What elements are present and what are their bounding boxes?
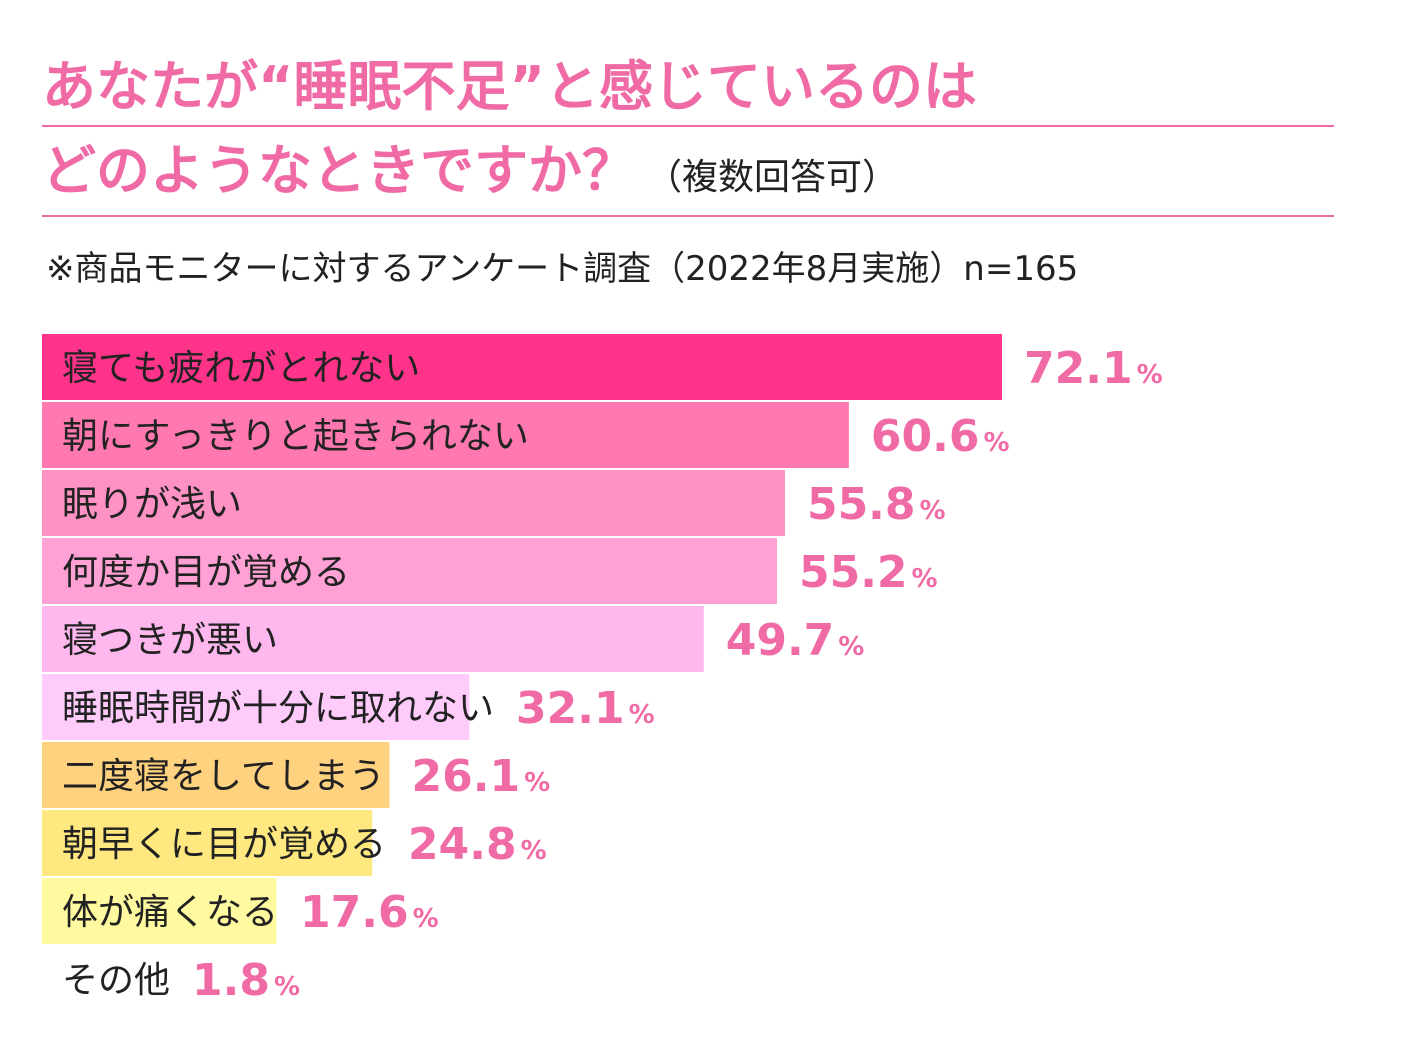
category-label-6: 睡眠時間が十分に取れない	[62, 688, 494, 729]
percent-unit-8: %	[521, 836, 547, 866]
bar-8	[42, 810, 373, 876]
percent-unit-5: %	[838, 632, 864, 662]
category-label-10: その他	[62, 960, 170, 1001]
category-label-2: 朝にすっきりと起きられない	[62, 416, 529, 457]
bar-3	[42, 470, 785, 536]
title-underline-1	[42, 125, 1334, 127]
bar-7	[42, 742, 390, 808]
category-label-1: 寝ても疲れがとれない	[62, 348, 420, 389]
percent-unit-2: %	[983, 428, 1009, 458]
value-label-6: 32.1%	[516, 683, 655, 734]
category-label-9: 体が痛くなる	[62, 892, 278, 933]
chart-title-question: どのようなときですか？	[42, 139, 636, 202]
value-label-1: 72.1%	[1024, 343, 1163, 394]
category-label-8: 朝早くに目が覚める	[62, 824, 386, 865]
bar-5	[42, 606, 704, 672]
multiple-answer-note: （複数回答可）	[646, 157, 899, 198]
bar-1	[42, 334, 1002, 400]
value-label-3: 55.8%	[807, 479, 946, 530]
survey-note: ※商品モニターに対するアンケート調査（2022年8月実施）n=165	[46, 249, 1079, 289]
percent-unit-6: %	[629, 700, 655, 730]
percent-unit-4: %	[912, 564, 938, 594]
value-label-8: 24.8%	[408, 819, 547, 870]
value-label-2: 60.6%	[871, 411, 1010, 462]
value-label-5: 49.7%	[726, 615, 865, 666]
category-label-4: 何度か目が覚める	[62, 552, 350, 593]
bar-2	[42, 402, 849, 468]
percent-unit-3: %	[920, 496, 946, 526]
category-label-5: 寝つきが悪い	[62, 620, 278, 661]
value-label-10: 1.8%	[192, 955, 300, 1006]
value-label-4: 55.2%	[799, 547, 938, 598]
percent-unit-1: %	[1137, 360, 1163, 390]
chart-title-line-2: どのようなときですか？ （複数回答可）	[42, 140, 898, 209]
category-label-7: 二度寝をしてしまう	[62, 756, 385, 797]
percent-unit-7: %	[524, 768, 550, 798]
chart-title-line-1: あなたが“睡眠不足”と感じているのは	[42, 55, 977, 118]
bar-4	[42, 538, 777, 604]
value-label-7: 26.1%	[412, 751, 551, 802]
percent-unit-9: %	[413, 904, 439, 934]
bar-10	[42, 946, 66, 1012]
bar-9	[42, 878, 277, 944]
value-label-9: 17.6%	[300, 887, 439, 938]
category-label-3: 眠りが浅い	[62, 484, 242, 525]
percent-unit-10: %	[274, 972, 300, 1002]
bar-6	[42, 674, 470, 740]
title-underline-2	[42, 215, 1334, 217]
